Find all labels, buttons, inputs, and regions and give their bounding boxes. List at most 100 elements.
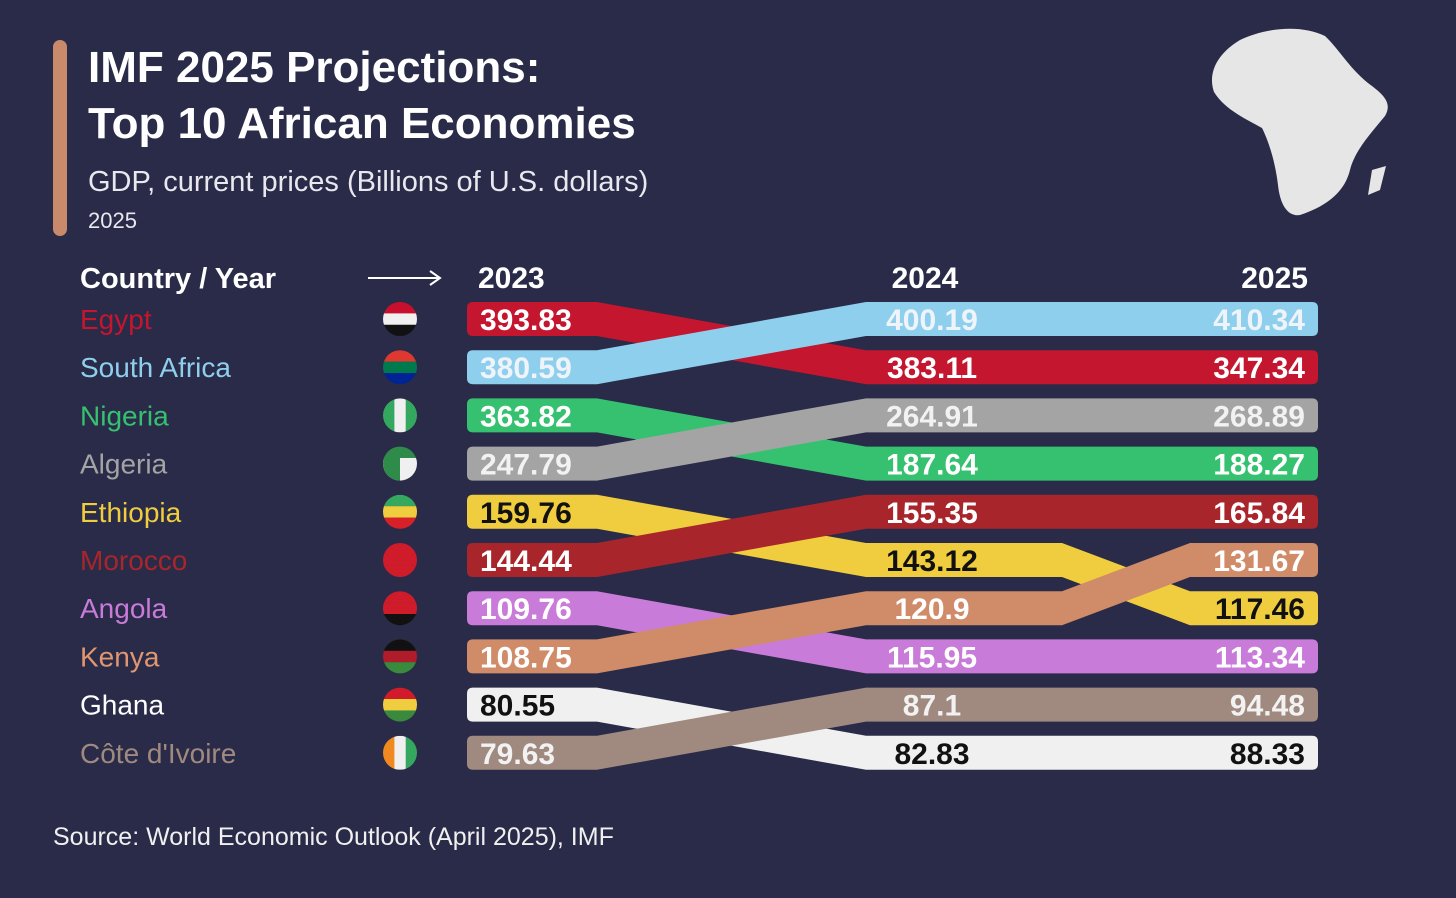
flag-stripe	[383, 494, 417, 507]
country-label: Kenya	[80, 641, 160, 672]
country-label: South Africa	[80, 352, 231, 383]
value-label-2024: 155.35	[886, 497, 978, 530]
flag-stripe	[383, 302, 417, 314]
band-angola	[467, 591, 1318, 674]
flag-icon	[383, 494, 417, 529]
flag-stripe	[383, 591, 417, 603]
flag-stripe	[383, 639, 417, 651]
value-label-2023: 363.82	[480, 400, 572, 433]
year-note: 2025	[88, 208, 137, 233]
flag-stripe	[394, 735, 406, 770]
chart-subtitle: GDP, current prices (Billions of U.S. do…	[88, 166, 649, 198]
flag-icon	[383, 446, 417, 481]
flag-stripe	[383, 565, 417, 577]
band-algeria	[467, 398, 1318, 481]
value-label-2024: 187.64	[886, 449, 978, 482]
flag-stripe	[383, 699, 417, 711]
flag-stripe	[383, 543, 417, 555]
value-label-2023: 79.63	[480, 738, 555, 771]
value-label-2024: 383.11	[887, 352, 977, 385]
madagascar-shape	[1368, 166, 1386, 195]
flag-icon	[383, 350, 417, 385]
year-header-2024: 2024	[892, 262, 959, 295]
value-label-2024: 143.12	[886, 545, 978, 578]
flag-stripe	[383, 735, 395, 770]
arrow-head-icon	[429, 270, 442, 286]
value-label-2025: 113.34	[1215, 641, 1305, 674]
value-label-2024: 115.95	[887, 641, 977, 674]
flag-icon	[383, 543, 417, 577]
flag-stripe	[383, 398, 395, 433]
flag-stripe	[405, 398, 417, 433]
flag-stripe	[383, 361, 417, 374]
flag-stripe	[383, 350, 417, 362]
band-ghana	[467, 687, 1318, 770]
flag-stripe	[383, 614, 417, 626]
country-label: Ghana	[80, 690, 164, 721]
accent-bar	[53, 40, 67, 236]
value-label-2023: 108.75	[480, 641, 572, 674]
band-egypt	[467, 302, 1318, 385]
value-label-2023: 109.76	[480, 593, 572, 626]
value-label-2023: 159.76	[480, 497, 572, 530]
value-label-2025: 268.89	[1213, 400, 1305, 433]
flag-stripe	[383, 506, 417, 518]
value-label-2024: 120.9	[894, 593, 969, 626]
value-label-2024: 82.83	[894, 738, 969, 771]
country-label: Morocco	[80, 545, 187, 576]
flag-stripe	[383, 710, 417, 722]
flag-stripe	[383, 517, 417, 529]
country-label: Ethiopia	[80, 497, 182, 528]
flag-stripe	[383, 687, 417, 700]
flag-stripe	[394, 398, 406, 433]
value-label-2025: 410.34	[1213, 304, 1305, 337]
country-label: Algeria	[80, 449, 168, 480]
country-label: Nigeria	[80, 400, 169, 431]
band-nigeria	[467, 398, 1318, 481]
country-label: Côte d'Ivoire	[80, 738, 236, 769]
value-label-2023: 247.79	[480, 449, 572, 482]
header-country-year: Country / Year	[80, 263, 276, 295]
flag-stripe	[383, 650, 417, 663]
country-label: Angola	[80, 593, 168, 624]
value-label-2025: 188.27	[1213, 449, 1305, 482]
title-line-1: IMF 2025 Projections:	[88, 43, 541, 92]
flag-icon	[383, 398, 417, 433]
value-label-2025: 131.67	[1213, 545, 1305, 578]
value-label-2025: 94.48	[1230, 690, 1305, 723]
flag-icon	[383, 302, 417, 336]
value-label-2023: 144.44	[480, 545, 572, 578]
chart-title: IMF 2025 Projections: Top 10 African Eco…	[88, 40, 636, 152]
value-label-2024: 264.91	[886, 400, 978, 433]
country-label: Egypt	[80, 304, 152, 335]
flag-stripe	[383, 602, 417, 615]
value-label-2023: 393.83	[480, 304, 572, 337]
value-label-2025: 117.46	[1215, 593, 1305, 626]
value-label-2025: 165.84	[1213, 497, 1305, 530]
year-header-2023: 2023	[478, 262, 545, 295]
flag-stripe	[383, 373, 417, 385]
flag-stripe	[383, 662, 417, 674]
flag-stripe	[383, 324, 417, 336]
band-south-africa	[467, 302, 1318, 385]
title-line-2: Top 10 African Economies	[88, 99, 636, 148]
year-header-2025: 2025	[1241, 262, 1308, 295]
flag-stripe	[383, 554, 417, 566]
band-kenya	[467, 543, 1318, 674]
flag-icon	[383, 735, 417, 770]
flag-stripe	[405, 735, 417, 770]
africa-map-icon	[1211, 28, 1388, 216]
flag-stripe	[383, 446, 400, 481]
flag-icon	[383, 591, 417, 626]
flag-icon	[383, 639, 417, 674]
band-morocco	[467, 494, 1318, 577]
value-label-2025: 347.34	[1213, 352, 1305, 385]
value-label-2023: 380.59	[480, 352, 572, 385]
band-c-te-d-ivoire	[467, 687, 1318, 770]
source-note: Source: World Economic Outlook (April 20…	[53, 823, 614, 851]
value-label-2025: 88.33	[1230, 738, 1305, 771]
value-label-2024: 400.19	[886, 304, 978, 337]
flag-stripe	[383, 313, 417, 325]
